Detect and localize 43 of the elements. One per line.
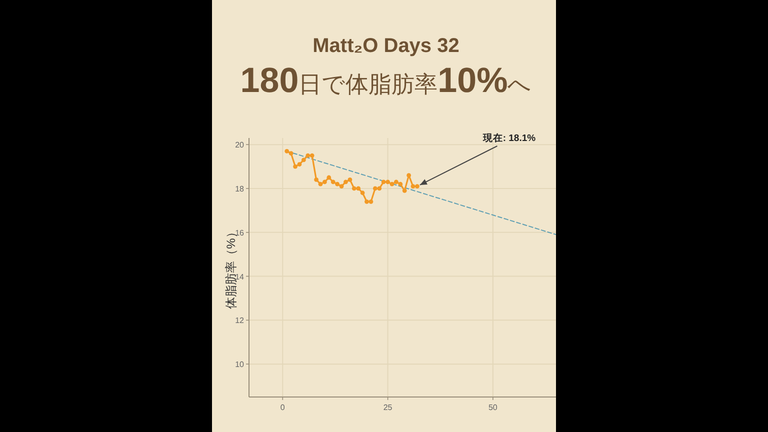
point: [348, 178, 352, 182]
x-tick-label: 0: [280, 403, 286, 412]
y-tick-label: 18: [235, 184, 245, 194]
point: [297, 162, 302, 167]
x-tick-label: 25: [383, 403, 393, 412]
point: [360, 190, 365, 196]
point: [372, 186, 378, 191]
subtitle: 180日で体脂肪率10%へ: [240, 61, 532, 100]
point: [339, 184, 344, 188]
point: [344, 180, 348, 184]
point: [330, 180, 336, 184]
point: [364, 199, 369, 204]
point: [390, 182, 394, 186]
point: [352, 186, 356, 191]
y-tick-label: 10: [235, 360, 245, 370]
point: [326, 175, 332, 180]
point: [377, 186, 382, 191]
point: [398, 182, 403, 186]
x-tick-label: 50: [488, 403, 498, 412]
point: [301, 158, 306, 162]
y-tick-label: 14: [235, 272, 245, 282]
y-tick-label: 16: [235, 228, 245, 238]
point: [310, 153, 314, 158]
point: [394, 180, 398, 184]
point: [306, 153, 310, 158]
point: [402, 188, 407, 193]
point: [410, 184, 416, 188]
y-tick-label: 12: [235, 316, 245, 326]
point: [356, 186, 361, 191]
point: [381, 180, 386, 184]
annotation: 現在: 18.1%: [482, 132, 536, 144]
point: [335, 182, 340, 186]
point: [293, 164, 298, 169]
point: [386, 180, 390, 184]
title: Matt₂O Days 32: [312, 35, 460, 57]
point: [318, 182, 323, 186]
point: [415, 184, 420, 188]
y-tick-label: 20: [235, 140, 245, 150]
point: [322, 180, 327, 184]
point: [368, 199, 374, 204]
point: [288, 151, 294, 156]
point: [314, 178, 318, 182]
point: [284, 148, 290, 154]
